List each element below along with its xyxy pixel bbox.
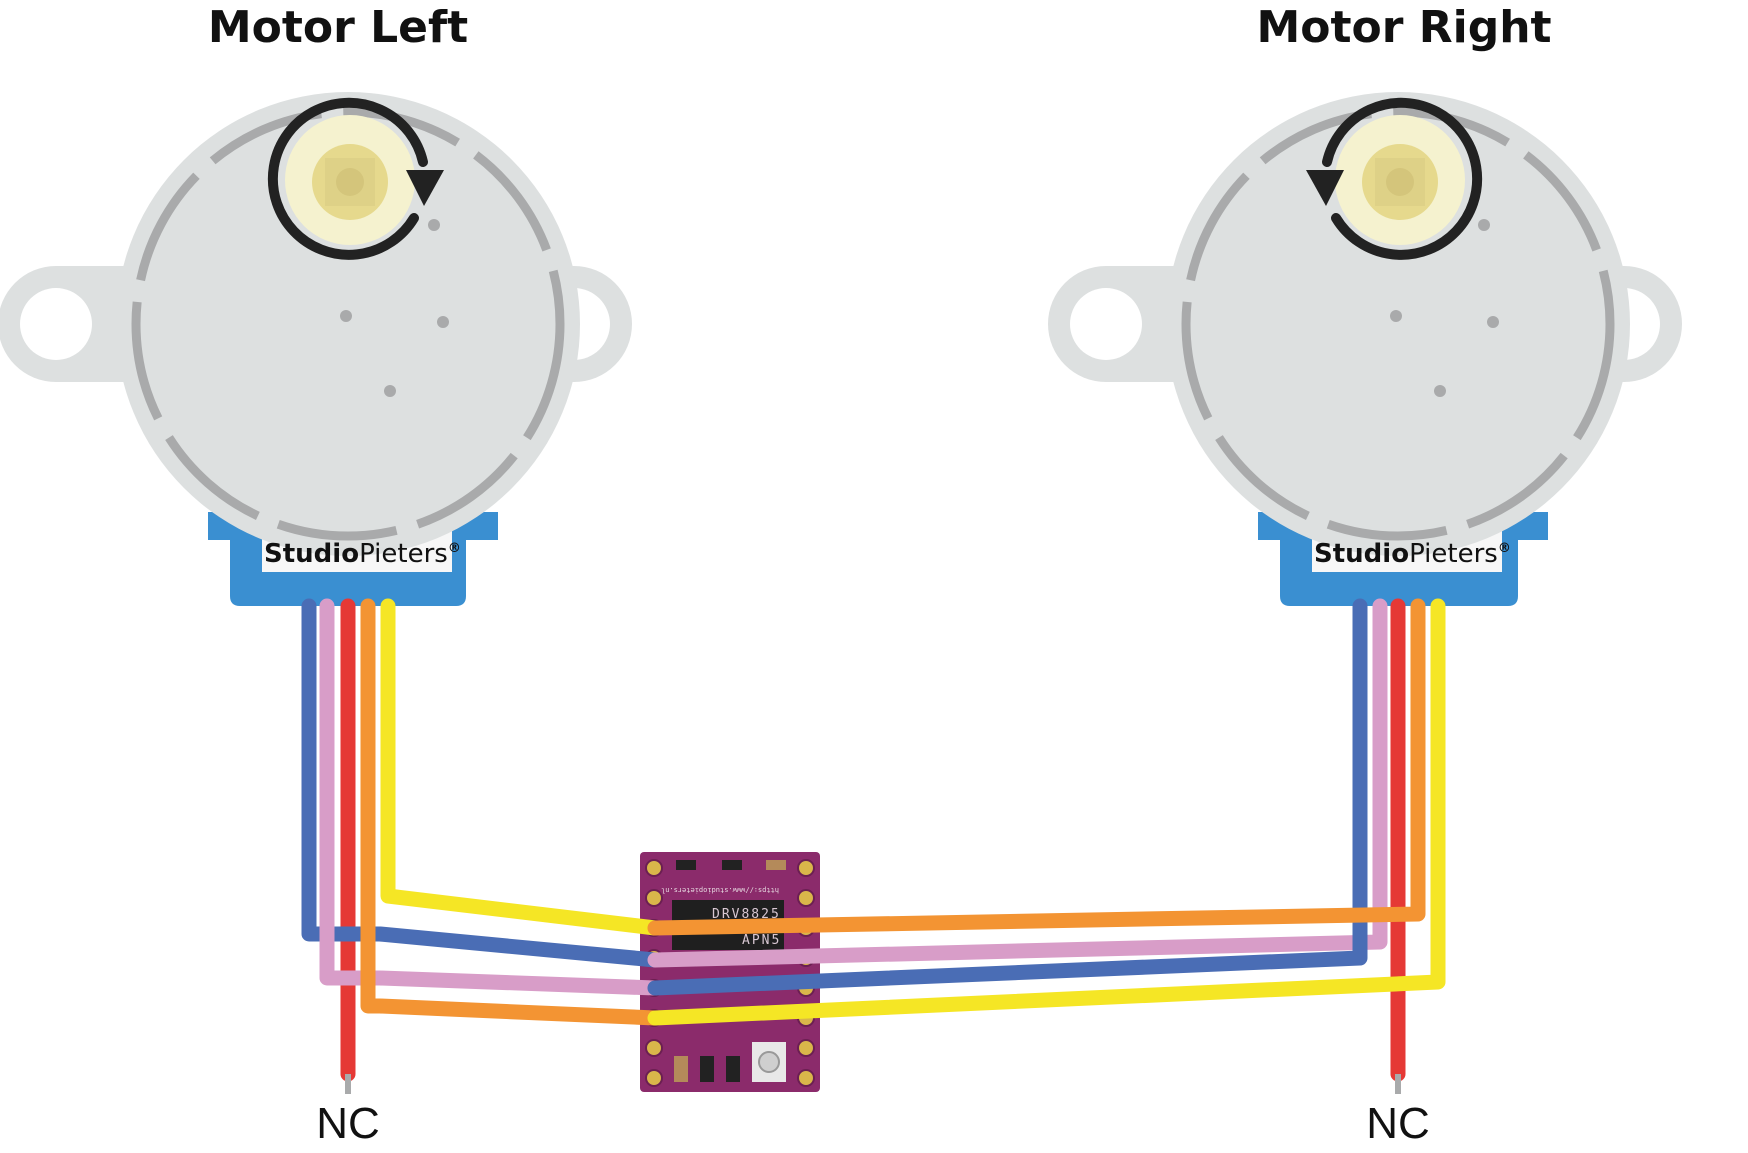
motor-right: StudioPieters® Motor Right bbox=[1048, 2, 1682, 606]
motor-left-rotation-arrow-icon bbox=[267, 97, 428, 260]
nc-left-label: NC bbox=[316, 1099, 380, 1148]
motor-left-dot bbox=[437, 316, 449, 328]
driver-smd bbox=[766, 860, 786, 870]
motor-left-title: Motor Left bbox=[208, 2, 468, 53]
motor-left-ring bbox=[131, 107, 565, 541]
driver-board: DRV8825 APN5 https://www.studiopieters.n… bbox=[640, 852, 820, 1092]
driver-smd bbox=[700, 1056, 714, 1082]
motor-right-brand: StudioPieters® bbox=[1314, 539, 1511, 569]
wires bbox=[301, 598, 1446, 1082]
driver-potentiometer-knob-icon bbox=[758, 1051, 780, 1073]
motor-right-rotation-arrow-icon bbox=[1322, 97, 1483, 260]
nc-right: NC bbox=[1366, 1074, 1430, 1148]
driver-smd bbox=[676, 860, 696, 870]
driver-chip-label: DRV8825 bbox=[712, 907, 781, 922]
motor-left-body bbox=[116, 92, 580, 556]
motor-left-arrow-head-icon bbox=[406, 170, 444, 206]
motor-left-dot bbox=[384, 385, 396, 397]
driver-smd bbox=[726, 1056, 740, 1082]
motor-right-shaft-center bbox=[1386, 168, 1414, 196]
nc-right-label: NC bbox=[1366, 1099, 1430, 1148]
motor-right-body bbox=[1166, 92, 1630, 556]
driver-smd bbox=[674, 1056, 688, 1082]
motor-left-shaft-center bbox=[336, 168, 364, 196]
wire-orange bbox=[360, 598, 663, 1026]
motor-right-dot bbox=[1478, 219, 1490, 231]
motor-left-brand: StudioPieters® bbox=[264, 539, 461, 569]
motor-right-mount-hole-left bbox=[1070, 288, 1142, 360]
motor-right-dot bbox=[1390, 310, 1402, 322]
wire-yellow bbox=[380, 598, 663, 936]
wire-pink bbox=[647, 598, 1388, 968]
nc-right-pin bbox=[1395, 1074, 1401, 1094]
driver-chip-sub-label: APN5 bbox=[742, 933, 781, 948]
motor-left-dot bbox=[428, 219, 440, 231]
wire-blue bbox=[647, 598, 1368, 996]
nc-left: NC bbox=[316, 1074, 380, 1148]
wire-yellow bbox=[647, 598, 1446, 1026]
motor-left-dot bbox=[340, 310, 352, 322]
wire-pink bbox=[319, 598, 663, 996]
nc-left-pin bbox=[345, 1074, 351, 1094]
driver-smd bbox=[722, 860, 742, 870]
motor-right-dot bbox=[1487, 316, 1499, 328]
motor-right-ring bbox=[1181, 107, 1615, 541]
wire-blue bbox=[301, 598, 663, 968]
driver-url: https://www.studiopieters.nl bbox=[661, 886, 779, 894]
motor-right-arrow-head-icon bbox=[1306, 170, 1344, 206]
wire-orange bbox=[647, 598, 1426, 936]
motor-left: StudioPieters® Motor Left bbox=[0, 2, 632, 606]
motor-left-mount-hole-left bbox=[20, 288, 92, 360]
motor-right-title: Motor Right bbox=[1256, 2, 1551, 53]
motor-right-dot bbox=[1434, 385, 1446, 397]
